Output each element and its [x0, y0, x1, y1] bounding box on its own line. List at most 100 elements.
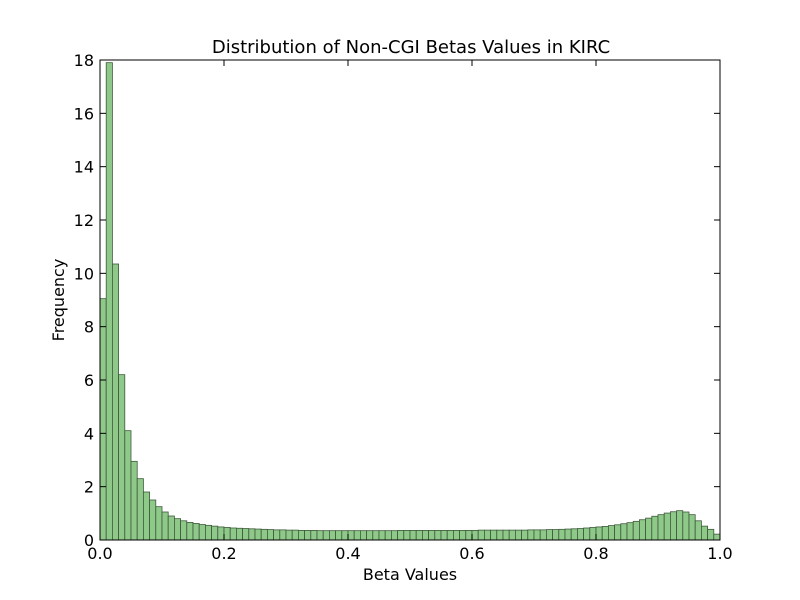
histogram-bar: [124, 430, 132, 541]
histogram-bar: [316, 530, 324, 541]
histogram-bar: [254, 528, 262, 541]
x-axis-label: Beta Values: [363, 565, 457, 584]
histogram-bar: [595, 526, 603, 541]
histogram-bar: [335, 530, 343, 541]
histogram-bar: [701, 525, 709, 541]
histogram-bar: [142, 491, 150, 541]
histogram-bar: [285, 529, 293, 541]
histogram-bar: [359, 530, 367, 541]
histogram-bar: [415, 530, 423, 541]
histogram-bar: [384, 530, 392, 541]
histogram-bar: [570, 528, 578, 541]
x-tick-label: 0.4: [335, 544, 360, 563]
histogram-bar: [676, 510, 684, 541]
histogram-bar: [136, 478, 144, 541]
histogram-bar: [713, 533, 721, 541]
y-tick-label: 14: [74, 158, 94, 177]
x-tick-label: 0.2: [211, 544, 236, 563]
histogram-bar: [657, 514, 665, 541]
histogram-bar: [397, 530, 405, 541]
histogram-bar: [577, 528, 585, 541]
y-tick-label: 12: [74, 211, 94, 230]
histogram-bar: [651, 515, 659, 541]
histogram-bar: [477, 529, 485, 541]
histogram-bar: [608, 525, 616, 541]
histogram-bar: [552, 529, 560, 541]
histogram-bar: [471, 530, 479, 541]
histogram-bar: [428, 530, 436, 541]
histogram-bar: [546, 529, 554, 541]
histogram-bar: [347, 530, 355, 541]
histogram-bar: [707, 528, 715, 541]
histogram-bar: [688, 514, 696, 541]
histogram-bar: [632, 520, 640, 541]
bars-group: [99, 62, 721, 541]
histogram-bar: [266, 529, 274, 541]
histogram-bar: [211, 525, 219, 541]
histogram-bar: [217, 526, 225, 541]
histogram-bar: [112, 263, 120, 541]
y-tick-label: 0: [84, 531, 94, 550]
histogram-bar: [118, 374, 126, 541]
histogram-bar: [204, 524, 212, 541]
histogram-bar: [297, 530, 305, 541]
histogram-bar: [620, 523, 628, 541]
y-tick-label: 2: [84, 478, 94, 497]
histogram-bar: [341, 530, 349, 541]
histogram-bar: [167, 515, 175, 541]
histogram-bar: [452, 530, 460, 541]
histogram-bar: [149, 499, 157, 541]
y-tick-label: 6: [84, 371, 94, 390]
histogram-bar: [521, 529, 529, 541]
histogram-bar: [304, 530, 312, 541]
histogram-bar: [465, 530, 473, 541]
x-tick-label: 0.0: [87, 544, 112, 563]
histogram-bar: [626, 522, 634, 541]
histogram-bar: [459, 530, 467, 541]
histogram-bar: [409, 530, 417, 541]
histogram-bar: [198, 524, 206, 541]
histogram-bar: [589, 527, 597, 541]
histogram-bar: [583, 527, 591, 541]
histogram-bar: [403, 530, 411, 541]
histogram-bar: [105, 62, 113, 541]
histogram-bar: [502, 529, 510, 541]
histogram-bar: [539, 529, 547, 541]
histogram-bar: [440, 530, 448, 541]
histogram-bar: [155, 506, 163, 541]
histogram-bar: [645, 517, 653, 541]
ticks-group: 0.0 0.2 0.4 0.6 0.8 1.0 0 2 4 6 8 10 12 14 16 18: [74, 51, 733, 563]
y-tick-label: 4: [84, 424, 94, 443]
histogram-bar: [279, 529, 287, 541]
plot-frame: [99, 59, 721, 541]
histogram-bar: [99, 298, 107, 541]
histogram-bar: [161, 511, 169, 541]
histogram-bar: [434, 530, 442, 541]
histogram-bar: [508, 529, 516, 541]
histogram-bar: [291, 529, 299, 541]
histogram-bar: [372, 530, 380, 541]
histogram-bar: [639, 519, 647, 541]
histogram-bar: [242, 528, 250, 541]
histogram-bar: [378, 530, 386, 541]
histogram-bar: [260, 528, 268, 541]
histogram-bar: [390, 530, 398, 541]
histogram-bar: [670, 511, 678, 541]
histogram-bar: [310, 530, 318, 541]
x-tick-label: 1.0: [707, 544, 732, 563]
histogram-bar: [328, 530, 336, 541]
histogram-bar: [446, 530, 454, 541]
histogram-bar: [130, 460, 138, 541]
histogram-bar: [192, 523, 200, 541]
histogram-bar: [682, 511, 690, 541]
histogram-bar: [353, 530, 361, 541]
y-tick-label: 8: [84, 318, 94, 337]
histogram-bar: [248, 528, 256, 541]
histogram-bar: [527, 529, 535, 541]
y-tick-label: 16: [74, 104, 94, 123]
histogram-bar: [229, 527, 237, 541]
histogram-bar: [533, 529, 541, 541]
histogram-bar: [614, 524, 622, 541]
histogram-bar: [558, 528, 566, 541]
